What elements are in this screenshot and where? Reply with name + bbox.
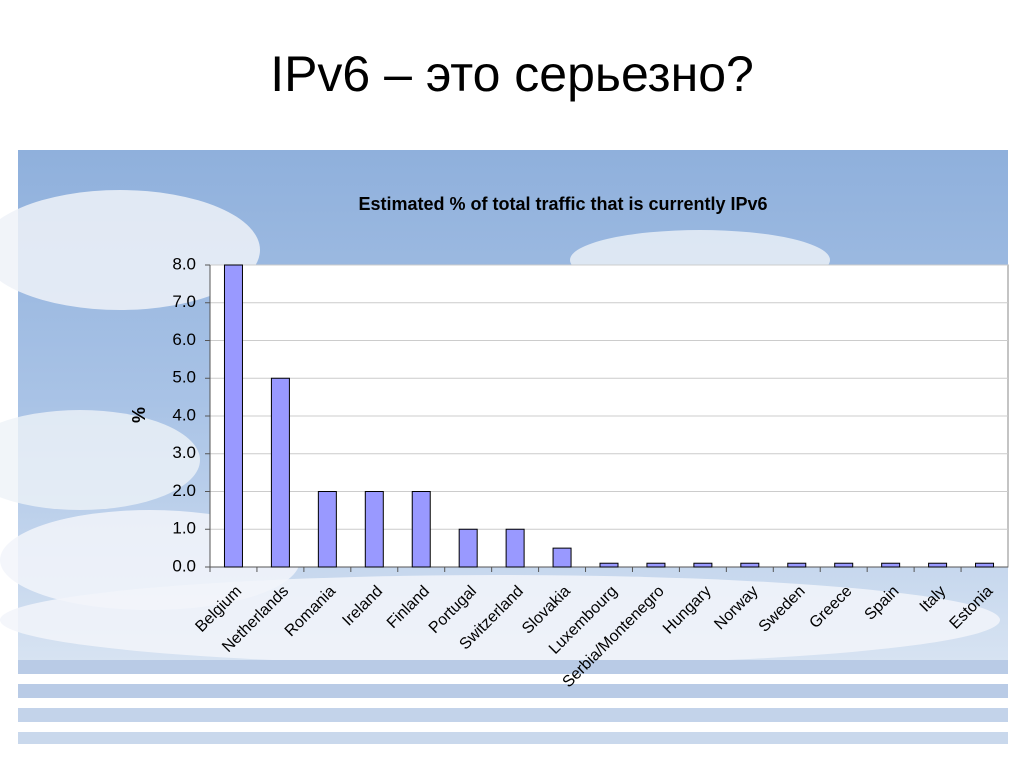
- bar: [223, 264, 243, 568]
- bar: [693, 562, 713, 568]
- y-tick-label: 1.0: [172, 519, 196, 538]
- y-tick-label: 6.0: [172, 330, 196, 349]
- y-tick-label: 7.0: [172, 292, 196, 311]
- bar: [787, 562, 807, 568]
- bar: [881, 562, 901, 568]
- y-tick-label: 5.0: [172, 368, 196, 387]
- bar: [505, 528, 525, 568]
- y-axis-label: %: [129, 407, 149, 423]
- bar: [928, 562, 948, 568]
- y-tick-label: 0.0: [172, 556, 196, 575]
- bar: [364, 491, 384, 568]
- bar: [270, 377, 290, 568]
- bar: [552, 547, 572, 568]
- bar: [317, 491, 337, 568]
- bar: [975, 562, 995, 568]
- bar: [599, 562, 619, 568]
- y-tick-label: 3.0: [172, 443, 196, 462]
- y-tick-label: 8.0: [172, 254, 196, 273]
- y-tick-label: 2.0: [172, 481, 196, 500]
- bar: [411, 491, 431, 568]
- bar: [458, 528, 478, 568]
- y-tick-label: 4.0: [172, 405, 196, 424]
- bar: [834, 562, 854, 568]
- chart-title: Estimated % of total traffic that is cur…: [358, 194, 767, 214]
- bar: [740, 562, 760, 568]
- bar: [646, 562, 666, 568]
- slide-title: IPv6 – это серьезно?: [270, 46, 754, 102]
